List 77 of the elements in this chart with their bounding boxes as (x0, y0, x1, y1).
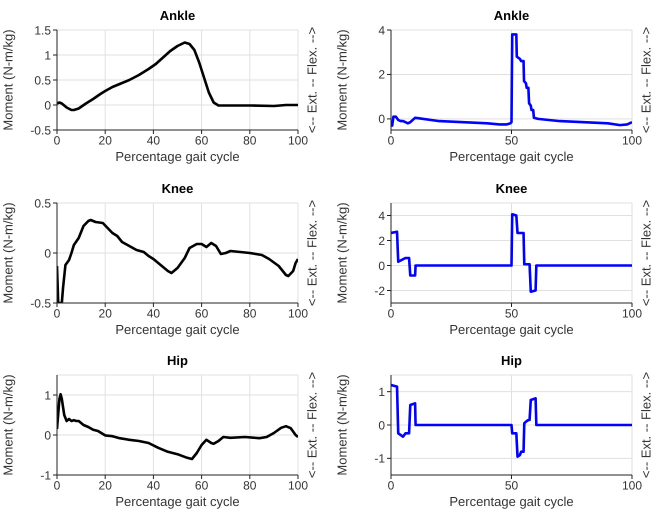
y-tick-label: 2 (378, 233, 386, 248)
chart-title: Ankle (492, 8, 530, 23)
x-tick-label: 60 (194, 478, 209, 493)
line-series (391, 384, 632, 458)
x-tick-label: 80 (243, 306, 257, 320)
x-tick-label: 80 (243, 478, 257, 493)
y-axis-title: Moment (N-m/kg) (334, 374, 350, 476)
chart-title: Knee (160, 180, 194, 196)
y-tick-label: 0 (378, 418, 386, 433)
x-axis-title: Percentage gait cycle (448, 494, 575, 510)
y-tick-label: 0 (378, 112, 386, 126)
y-tick-label: 2 (378, 68, 386, 82)
x-axis-title: Percentage gait cycle (114, 149, 241, 165)
x-axis-title: Percentage gait cycle (114, 494, 241, 510)
y-tick-label: -1 (40, 468, 52, 483)
line-series (57, 393, 298, 461)
y-tick-label: 4 (378, 23, 386, 38)
y-tick-label: 4 (378, 208, 386, 222)
x-tick-label: 100 (622, 478, 642, 493)
y2-axis-title: <-- Ext. -- Flex. --> (638, 200, 654, 306)
x-tick-label: 40 (146, 306, 160, 320)
x-tick-label: 100 (288, 134, 308, 148)
x-tick-label: 40 (146, 478, 160, 493)
y-tick-label: -1 (374, 452, 386, 466)
y-axis-title: Moment (N-m/kg) (334, 202, 350, 304)
x-tick-label: 0 (388, 306, 395, 320)
y2-axis-title: <-- Ext. -- Flex. --> (304, 200, 320, 306)
x-tick-label: 60 (194, 134, 209, 148)
x-tick-label: 60 (194, 306, 209, 320)
x-tick-label: 100 (288, 478, 308, 493)
chart-title: Knee (494, 180, 528, 196)
x-tick-label: 0 (388, 478, 395, 493)
chart-title: Hip (500, 353, 523, 368)
x-axis-title: Percentage gait cycle (114, 322, 241, 338)
x-tick-label: 0 (54, 478, 61, 493)
x-tick-label: 100 (622, 306, 642, 320)
chart-title: Ankle (158, 8, 196, 23)
y-axis-title: Moment (N-m/kg) (0, 374, 16, 476)
y-tick-label: 1 (378, 385, 386, 400)
chart-title: Hip (166, 353, 189, 368)
x-tick-label: 80 (243, 134, 257, 148)
x-tick-label: 100 (288, 306, 308, 320)
y2-axis-title: <-- Ext. -- Flex. --> (304, 372, 320, 478)
y-tick-label: 1 (44, 48, 52, 62)
y-tick-label: 0.5 (34, 73, 52, 88)
x-axis-title: Percentage gait cycle (448, 149, 575, 165)
y-tick-label: 1.5 (34, 23, 52, 38)
y-axis-title: Moment (N-m/kg) (0, 202, 16, 304)
y2-axis-title: <-- Ext. -- Flex. --> (638, 26, 654, 134)
y-tick-label: -0.5 (30, 296, 52, 310)
x-tick-label: 20 (98, 306, 112, 320)
y-axis-title: Moment (N-m/kg) (334, 29, 350, 131)
y-tick-label: -2 (374, 283, 386, 298)
y-tick-label: 0 (44, 246, 52, 260)
line-series (391, 212, 632, 293)
x-axis-title: Percentage gait cycle (448, 322, 575, 338)
x-tick-label: 20 (98, 478, 112, 493)
x-tick-label: 0 (54, 134, 61, 148)
y2-axis-title: <-- Ext. -- Flex. --> (304, 26, 320, 134)
line-series (391, 33, 632, 127)
x-tick-label: 0 (54, 306, 61, 320)
x-tick-label: 0 (388, 134, 395, 148)
line-series (57, 41, 298, 112)
y-tick-label: 0.5 (34, 196, 52, 210)
x-tick-label: 50 (504, 134, 518, 148)
x-tick-label: 40 (146, 134, 160, 148)
x-tick-label: 50 (504, 306, 518, 320)
x-tick-label: 20 (98, 134, 112, 148)
y-axis-title: Moment (N-m/kg) (0, 29, 16, 131)
y-tick-label: -0.5 (30, 123, 52, 138)
x-tick-label: 50 (504, 478, 518, 493)
y-tick-label: 0 (44, 428, 52, 443)
y2-axis-title: <-- Ext. -- Flex. --> (638, 372, 654, 478)
y-tick-label: 0 (378, 258, 386, 272)
y-tick-label: 1 (44, 388, 52, 403)
y-tick-label: 0 (44, 98, 52, 112)
x-tick-label: 100 (622, 134, 642, 148)
